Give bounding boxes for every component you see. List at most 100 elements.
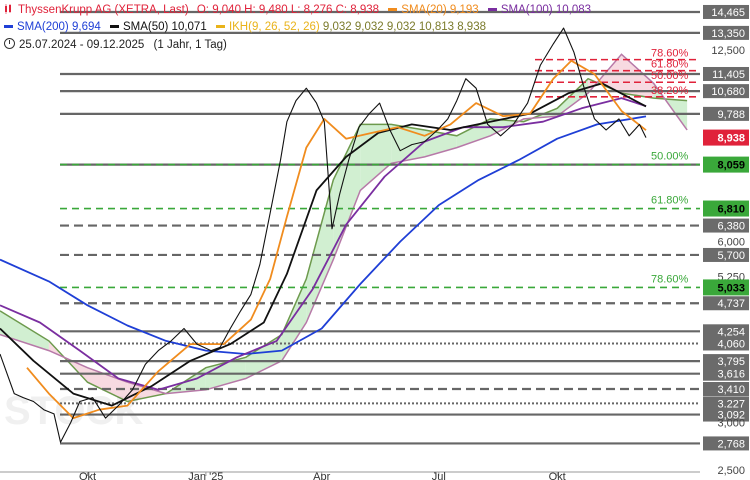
y-level-badge	[703, 218, 749, 233]
y-level-badge	[703, 84, 749, 99]
fib-red-label: 38.20%	[651, 85, 689, 97]
cloud-segment	[333, 124, 361, 260]
y-level-badge-label: 3,227	[717, 398, 745, 410]
ikh-values: 9,032 9,032 9,032 10,813 8,938	[322, 21, 486, 33]
sma200-label: SMA(200)	[17, 21, 69, 33]
fib-green-label: 61.80%	[651, 195, 689, 207]
y-green-badge-label: 8,059	[717, 160, 745, 172]
y-level-badge-label: 6,380	[717, 221, 745, 233]
current-price-badge	[703, 129, 749, 146]
y-level-badge	[703, 436, 749, 451]
legend-row-3: 25.07.2024 - 09.12.2025 (1 Jahr, 1 Tag)	[4, 38, 227, 51]
cloud-span-a	[0, 77, 688, 403]
clock-icon	[4, 38, 15, 49]
x-tick-label: Jan '25	[188, 471, 223, 480]
y-level-badge	[703, 336, 749, 351]
y-level-badge-label: 4,737	[717, 298, 745, 310]
cloud-segment	[127, 382, 166, 402]
y-level-badge	[703, 366, 749, 381]
sma20-label: SMA(20)	[401, 4, 447, 16]
y-level-badge-label: 13,350	[711, 28, 745, 40]
sma50-label: SMA(50)	[122, 21, 169, 33]
date-range: 25.07.2024 - 09.12.2025	[19, 39, 145, 51]
sma100-line	[0, 97, 647, 391]
sma100-label: SMA(100)	[500, 4, 553, 16]
y-level-badge	[703, 4, 749, 19]
y-level-badge	[703, 407, 749, 422]
y-level-badge	[703, 324, 749, 339]
current-price-label: 8,938	[717, 133, 745, 145]
y-level-badge-label: 11,405	[712, 69, 745, 81]
fib-red-label: 61.80%	[651, 59, 689, 71]
sma200-line	[0, 115, 647, 355]
y-green-badge	[703, 156, 749, 173]
y-level-badge-label: 2,768	[717, 438, 745, 450]
ikh-swatch	[215, 25, 225, 29]
y-green-badge	[703, 279, 749, 296]
cloud-segment	[306, 179, 334, 323]
y-level-badge-label: 3,795	[717, 356, 745, 368]
legend-row-2: SMA(200) 9,694 SMA(50) 10,071 IKH(9, 26,…	[4, 21, 486, 33]
y-level-badge-label: 5,700	[717, 250, 745, 262]
y-tick-label: 3,000	[717, 417, 745, 429]
y-level-badge	[703, 25, 749, 40]
y-green-badge-label: 5,033	[717, 282, 745, 294]
y-green-badge	[703, 200, 749, 217]
x-tick-label: Okt	[549, 471, 566, 480]
sma20-swatch	[388, 8, 398, 12]
sma200-value: 9,694	[71, 21, 101, 33]
y-level-badge	[703, 106, 749, 121]
fib-red-label: 50.00%	[651, 70, 689, 82]
y-level-badge	[703, 354, 749, 369]
ikh-label: IKH(9, 26, 52, 26)	[228, 21, 320, 33]
y-tick-label: 12,500	[711, 45, 745, 57]
x-tick-label: Jul	[432, 471, 446, 480]
y-level-badge-label: 4,254	[717, 326, 745, 338]
legend-row-1: ThyssenKrupp AG (XETRA, Last) O: 9,040 H…	[4, 4, 591, 16]
sma100-swatch	[487, 8, 497, 12]
y-axis: 14,465 13,350 12,500 11,405 10,680 9,788 6,380…	[703, 4, 749, 477]
x-tick-label: Okt	[79, 471, 96, 480]
cloud-segment	[424, 130, 457, 157]
y-level-badge	[703, 396, 749, 411]
watermark-text: STOCK	[4, 389, 143, 433]
y-level-badge-label: 3,410	[717, 384, 745, 396]
instrument-title: ThyssenKrupp AG (XETRA, Last)	[18, 4, 189, 16]
fib-green-label: 50.00%	[651, 151, 689, 163]
cloud-segment	[621, 54, 654, 99]
y-level-badge	[703, 247, 749, 262]
chart-series	[0, 27, 647, 443]
chart-watermark: STOCK	[4, 389, 143, 433]
y-tick-label: 2,500	[717, 465, 745, 477]
sma200-swatch	[4, 25, 13, 29]
cloud-segment	[391, 124, 425, 164]
y-level-badge-label: 3,092	[717, 410, 745, 422]
cloud-segment	[245, 334, 282, 379]
interval-label: (1 Jahr, 1 Tag)	[153, 39, 227, 51]
y-level-badge	[703, 296, 749, 311]
y-level-badge	[703, 382, 749, 397]
sma100-value: 10,083	[555, 4, 592, 16]
sma20-value: 9,193	[449, 4, 479, 16]
y-level-badge	[703, 66, 749, 81]
x-axis: Okt Jan '25 Apr Jul Okt	[0, 471, 700, 480]
ohlc-values: O: 9,040 H: 9,480 L: 8,276 C: 8,938	[196, 4, 380, 16]
price-badges: 8,059 6,810 5,033 8,938	[703, 129, 749, 296]
cloud-segment	[456, 118, 491, 148]
y-tick-label: 6,000	[717, 237, 745, 249]
fib-red-label: 78.60%	[651, 48, 689, 60]
y-level-badge-label: 4,060	[717, 338, 745, 350]
cloud-segment	[87, 367, 128, 402]
fib-green-label: 78.60%	[651, 273, 689, 285]
fibonacci-labels: 50.00%61.80%78.60%78.60%61.80%50.00%38.2…	[651, 48, 689, 286]
cloud-span-b	[0, 53, 688, 395]
x-tick-label: Apr	[313, 471, 330, 480]
y-green-badge-label: 6,810	[717, 204, 745, 216]
sma50-value: 10,071	[171, 21, 207, 33]
price-line	[0, 27, 647, 443]
y-level-badge-label: 10,680	[711, 86, 745, 98]
cloud-segment	[0, 310, 49, 351]
y-level-badge-label: 9,788	[717, 109, 745, 121]
y-level-badge-label: 14,465	[711, 7, 745, 19]
